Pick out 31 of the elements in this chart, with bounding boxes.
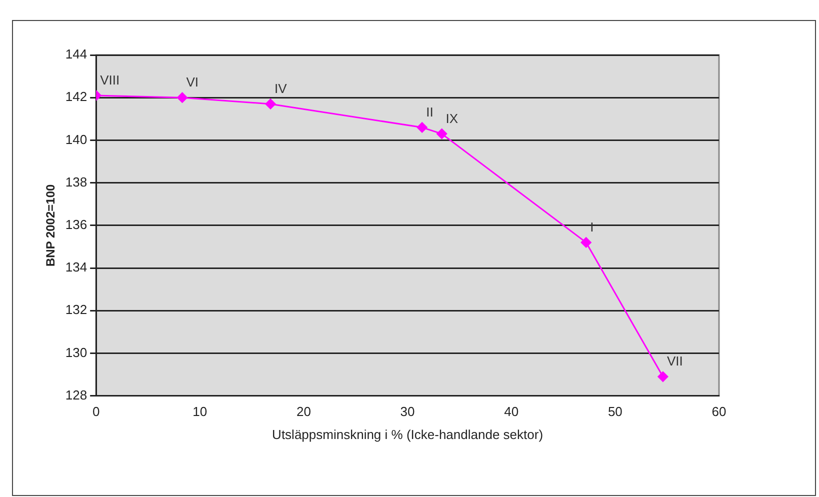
annotation: I [590, 220, 594, 235]
x-tick-label: 40 [504, 404, 519, 420]
x-tick-label: 30 [400, 404, 415, 420]
annotation: IX [446, 110, 458, 126]
annotation: II [426, 104, 434, 120]
y-tick-label: 130 [65, 344, 88, 360]
y-tick-label: 134 [65, 260, 88, 275]
x-tick-label: 20 [296, 404, 311, 420]
x-tick-label: 60 [712, 404, 726, 420]
annotation: VIII [100, 72, 120, 88]
x-axis-title: Utsläppsminskning i % (Icke-handlande sektor) [272, 426, 544, 442]
y-tick-label: 144 [65, 46, 88, 62]
point [177, 92, 188, 103]
y-tick-label: 138 [65, 174, 88, 190]
point [580, 237, 592, 248]
point [416, 122, 428, 133]
x-tick-label: 10 [192, 404, 208, 420]
point [436, 128, 448, 140]
annotation: VI [186, 74, 199, 90]
y-tick-label: 136 [65, 216, 88, 232]
point [265, 98, 276, 110]
point [658, 371, 668, 382]
y-tick-label: 140 [65, 132, 88, 147]
y-tick-label: 142 [65, 89, 88, 104]
x-tick-label: 50 [608, 404, 622, 420]
y-tick-label: 128 [65, 387, 88, 402]
y-axis-title: BNP 2002=100 [44, 184, 58, 266]
annotation: VII [666, 354, 683, 369]
y-tick-label: 132 [65, 302, 88, 318]
annotation: IV [274, 81, 288, 96]
x-tick-label: 0 [92, 404, 100, 420]
